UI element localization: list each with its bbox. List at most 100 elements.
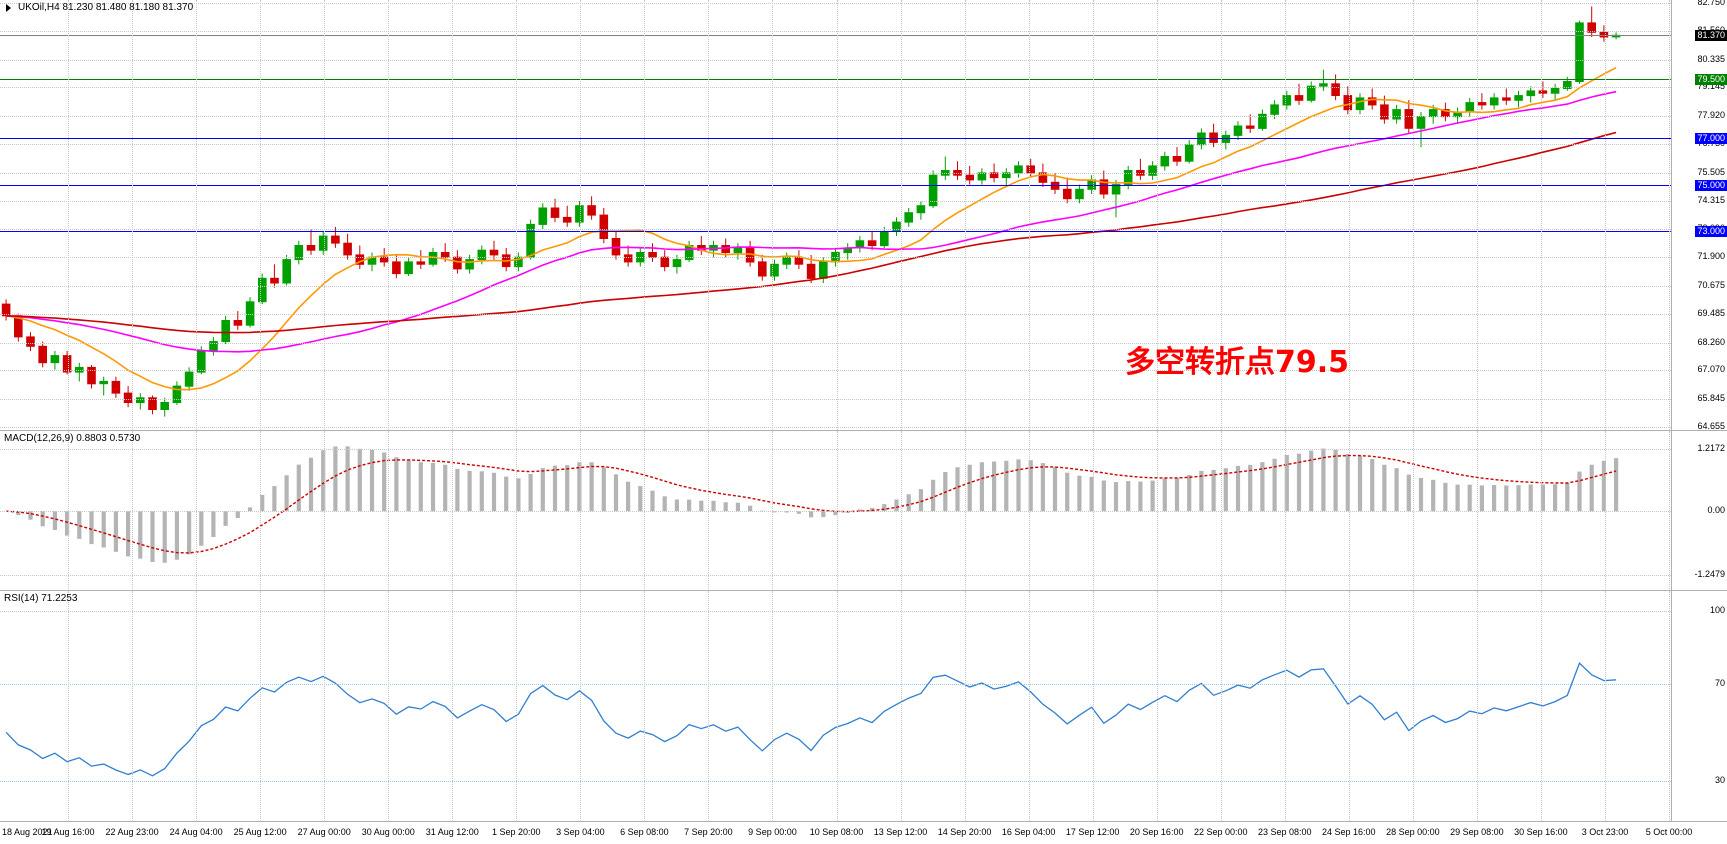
time-axis-label: 5 Oct 00:00 [1645, 827, 1693, 837]
time-gridline [964, 431, 966, 591]
time-axis-label: 31 Aug 12:00 [425, 827, 479, 837]
time-gridline [1540, 0, 1542, 430]
time-gridline [708, 431, 710, 591]
time-gridline [1220, 591, 1222, 823]
time-gridline [900, 591, 902, 823]
time-axis-label: 1 Sep 20:00 [492, 827, 541, 837]
time-gridline [516, 591, 518, 823]
time-gridline [1284, 591, 1286, 823]
time-gridline [964, 591, 966, 823]
rsi-header: RSI(14) 71.2253 [4, 593, 78, 604]
macd-plot-area[interactable] [0, 431, 1727, 591]
price-axis-label: 71.900 [1697, 251, 1725, 262]
time-axis-label: 29 Sep 08:00 [1450, 827, 1504, 837]
time-gridline [1540, 431, 1542, 591]
price-gridline [0, 87, 1671, 89]
time-axis-label: 23 Sep 08:00 [1257, 827, 1312, 837]
time-gridline [580, 591, 582, 823]
time-gridline [132, 431, 134, 591]
last-price-81-37-line[interactable] [0, 35, 1671, 37]
price-gridline [0, 59, 1671, 61]
price-axis-label: 75.505 [1697, 166, 1725, 177]
price-panel[interactable]: 82.75081.56080.33579.14577.92076.73075.5… [0, 0, 1727, 431]
time-axis-label: 14 Sep 20:00 [937, 827, 992, 837]
time-gridline [68, 431, 70, 591]
price-axis-label: 64.655 [1697, 421, 1725, 431]
price-axis-label: 74.315 [1697, 194, 1725, 205]
price-gridline [0, 200, 1671, 202]
time-gridline [132, 591, 134, 823]
time-axis-label: 27 Aug 00:00 [297, 827, 351, 837]
time-axis-label: 7 Sep 20:00 [684, 827, 733, 837]
time-gridline [1220, 431, 1222, 591]
price-gridline [0, 172, 1671, 174]
time-gridline [772, 591, 774, 823]
time-gridline [644, 591, 646, 823]
level-73-line[interactable] [0, 231, 1671, 233]
resistance-79-5-line[interactable] [0, 79, 1671, 81]
time-gridline [1028, 431, 1030, 591]
time-axis-label: 16 Sep 04:00 [1001, 827, 1056, 837]
price-axis[interactable]: 82.75081.56080.33579.14577.92076.73075.5… [1671, 0, 1727, 431]
time-gridline [452, 431, 454, 591]
price-tag: 81.370 [1695, 30, 1727, 42]
time-gridline [132, 0, 134, 430]
time-gridline [260, 591, 262, 823]
time-axis-label: 18 Aug 2021 [2, 827, 53, 837]
time-gridline [1412, 591, 1414, 823]
time-gridline [196, 431, 198, 591]
price-axis-label: 79.145 [1697, 81, 1725, 92]
rsi-gridline [0, 610, 1671, 612]
time-gridline [1669, 591, 1670, 823]
price-gridline [0, 3, 1671, 4]
price-tag: 73.000 [1695, 226, 1727, 238]
level-75-line[interactable] [0, 184, 1671, 186]
time-gridline [900, 0, 902, 430]
time-gridline [452, 591, 454, 823]
rsi-plot-area[interactable] [0, 591, 1727, 823]
time-axis-label: 9 Sep 00:00 [748, 827, 797, 837]
time-gridline [1156, 591, 1158, 823]
time-gridline [836, 591, 838, 823]
time-gridline [1604, 591, 1606, 823]
rsi-axis-label: 100 [1709, 604, 1725, 615]
macd-series [6, 446, 1619, 563]
price-axis-label: 68.260 [1697, 336, 1725, 347]
time-gridline [324, 431, 326, 591]
macd-gridline [0, 449, 1671, 451]
macd-axis-label: 1.2172 [1697, 443, 1725, 454]
macd-panel[interactable]: 1.2172 0.00 -1.2479 [0, 430, 1727, 591]
time-gridline [1284, 431, 1286, 591]
rsi-axis[interactable]: 100 70 30 [1671, 591, 1727, 823]
rsi-panel[interactable]: 100 70 30 [0, 590, 1727, 823]
price-gridline [0, 427, 1671, 428]
price-gridline [0, 229, 1671, 231]
time-axis-label: 13 Sep 12:00 [873, 827, 928, 837]
time-gridline [1092, 431, 1094, 591]
price-gridline [0, 313, 1671, 315]
time-gridline [260, 0, 262, 430]
rsi-gridline [0, 780, 1671, 782]
price-gridline [0, 257, 1671, 259]
level-77-line[interactable] [0, 137, 1671, 139]
time-gridline [1348, 591, 1350, 823]
time-gridline [580, 431, 582, 591]
chart-annotation-text: 多空转折点79.5 [1125, 345, 1350, 380]
time-axis-label: 24 Sep 16:00 [1322, 827, 1376, 837]
time-axis-label: 19 Aug 16:00 [41, 827, 95, 837]
macd-axis-label: -1.2479 [1694, 568, 1725, 579]
time-gridline [516, 431, 518, 591]
time-axis-label: 3 Sep 04:00 [556, 827, 605, 837]
price-plot-area[interactable] [0, 0, 1727, 430]
price-gridline [0, 30, 1671, 32]
triangle-down-icon[interactable] [6, 4, 11, 12]
time-gridline [68, 0, 70, 430]
time-gridline [1604, 431, 1606, 591]
time-axis-label: 10 Sep 08:00 [809, 827, 864, 837]
time-axis[interactable]: 18 Aug 2021 19 Aug 16:00 22 Aug 23:00 24 Au… [0, 821, 1727, 844]
macd-axis[interactable]: 1.2172 0.00 -1.2479 [1671, 431, 1727, 591]
time-gridline [836, 431, 838, 591]
symbol-header: UKOil,H4 81.230 81.480 81.180 81.370 [18, 2, 194, 13]
time-gridline [388, 0, 390, 430]
time-gridline [1604, 0, 1606, 430]
